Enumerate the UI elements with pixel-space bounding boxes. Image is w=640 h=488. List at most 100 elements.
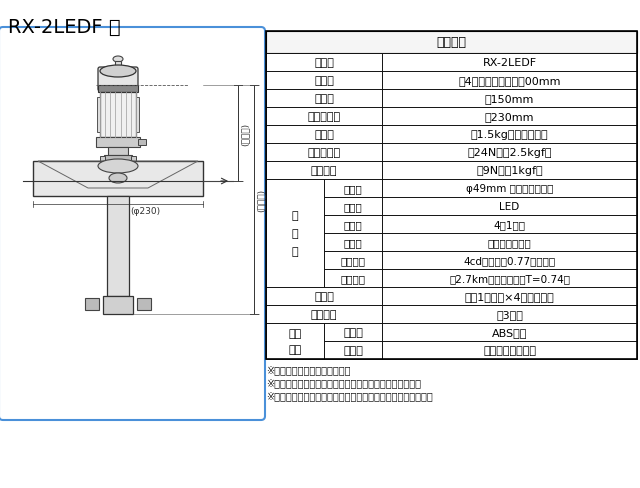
Text: 灯　質: 灯 質 [344,220,362,229]
Text: 実効光度: 実効光度 [340,256,365,265]
Text: レンズ: レンズ [344,183,362,194]
Bar [266,72,382,90]
Bar [266,32,637,54]
Text: 電　源: 電 源 [314,291,334,302]
Text: (１５０): (１５０) [241,122,250,145]
Bar [138,140,146,146]
Bar [382,305,637,324]
Text: 灯　色: 灯 色 [344,238,362,247]
Bar [100,93,136,138]
Text: 型　式: 型 式 [314,58,334,68]
Bar [266,108,382,126]
FancyBboxPatch shape [98,68,138,92]
Bar [324,269,382,287]
Ellipse shape [109,174,127,183]
Bar [382,90,637,108]
Bar [266,324,324,359]
Text: 灯　高: 灯 高 [314,94,334,104]
Bar [266,180,324,287]
Bar [382,72,637,90]
Bar [137,298,151,310]
Bar [266,287,382,305]
FancyBboxPatch shape [0,28,265,420]
Text: RX-2LEDF: RX-2LEDF [483,58,536,68]
Text: 4cd（保守率0.77含まず）: 4cd（保守率0.77含まず） [463,256,556,265]
Ellipse shape [98,160,138,174]
Text: 約4　　　　　　　　00mm: 約4 00mm [458,76,561,86]
Bar [100,157,105,162]
Bar [107,197,129,296]
Text: 硬質塩化ビニール: 硬質塩化ビニール [483,346,536,355]
Text: 約9N（約1kgf）: 約9N（約1kgf） [476,165,543,176]
Text: 仕　　様: 仕 様 [436,37,467,49]
Text: ※電池寿命は季節、場所により変動する場合があります。: ※電池寿命は季節、場所により変動する場合があります。 [266,377,421,387]
Bar [97,98,100,133]
Bar [382,324,637,341]
Bar [266,305,382,324]
Text: 主要
材質: 主要 材質 [289,328,301,354]
Text: 浮　体　径: 浮 体 径 [307,112,340,122]
Text: 余剰浮力: 余剰浮力 [311,165,337,176]
Text: 単ㅧ1乺電池×4個（別売）: 単ㅧ1乺電池×4個（別売） [465,291,554,302]
Text: 本体部: 本体部 [343,327,363,337]
Bar [33,162,203,197]
Text: 約1.5kg（電池含む）: 約1.5kg（電池含む） [470,130,548,140]
Bar [382,162,637,180]
Text: 光達距離: 光達距離 [340,273,365,284]
Bar [266,32,637,359]
Text: 灯
器
部: 灯 器 部 [292,210,298,257]
Bar [266,162,382,180]
Bar [382,216,637,234]
Text: φ49mm フレネルレンズ: φ49mm フレネルレンズ [466,183,553,194]
Text: 4秒1閃光: 4秒1閃光 [493,220,525,229]
Bar [103,296,133,314]
Bar [324,234,382,251]
Bar [266,90,382,108]
Bar [382,251,637,269]
Text: 質　量: 質 量 [314,130,334,140]
Bar [382,198,637,216]
Bar [324,341,382,359]
Bar [324,324,382,341]
Bar [382,287,637,305]
Bar [85,298,99,310]
Bar [382,54,637,72]
Bar [131,157,136,162]
Text: ABS樹脂: ABS樹脂 [492,327,527,337]
Bar [96,138,140,148]
Text: 約230mm: 約230mm [484,112,534,122]
Bar [108,148,128,156]
Ellipse shape [113,57,123,63]
Bar [382,126,637,143]
Text: ※光度は簡易標識基準内です。: ※光度は簡易標識基準内です。 [266,364,351,374]
Text: RX-2LEDF 型: RX-2LEDF 型 [8,18,120,37]
Bar [98,86,138,93]
Text: (φ230): (φ230) [130,206,160,216]
Text: 黄／赤／緑／白: 黄／赤／緑／白 [488,238,531,247]
Text: LED: LED [499,202,520,212]
Bar [382,269,637,287]
Bar [382,108,637,126]
Bar [115,62,121,70]
Text: 約3ヶ月: 約3ヶ月 [496,309,523,319]
Bar [104,156,132,162]
Bar [382,143,637,162]
Bar [266,143,382,162]
Text: 浮体部: 浮体部 [343,346,363,355]
Text: (４００): (４００) [257,188,266,212]
Text: ※改良により予告なく外観及び仕様変更する場合があります。: ※改良により予告なく外観及び仕様変更する場合があります。 [266,390,433,400]
Text: 電池寿命: 電池寿命 [311,309,337,319]
Text: 全　長: 全 長 [314,76,334,86]
Text: 約2.7km（大気透過度T=0.74）: 約2.7km（大気透過度T=0.74） [449,273,570,284]
Bar [382,234,637,251]
Bar [266,54,382,72]
Bar [382,341,637,359]
Ellipse shape [100,66,136,78]
Bar [136,98,139,133]
Text: 光　源: 光 源 [344,202,362,212]
Bar [324,180,382,198]
Bar [324,251,382,269]
Text: 約24N（約2.5kgf）: 約24N（約2.5kgf） [467,148,552,158]
Bar [324,216,382,234]
Bar [324,198,382,216]
